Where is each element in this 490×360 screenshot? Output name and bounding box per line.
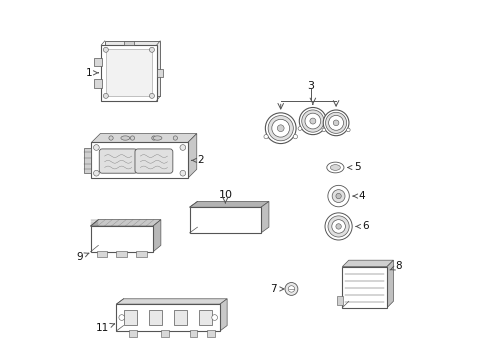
Bar (207, 330, 215, 337)
Text: 10: 10 (219, 190, 232, 200)
Text: 6: 6 (356, 221, 368, 231)
FancyBboxPatch shape (199, 310, 213, 325)
Circle shape (302, 110, 324, 132)
Circle shape (322, 128, 326, 132)
Polygon shape (153, 220, 161, 252)
Text: 8: 8 (390, 261, 402, 271)
Bar (91, 226, 153, 252)
FancyBboxPatch shape (174, 310, 188, 325)
Circle shape (130, 136, 135, 140)
Circle shape (298, 127, 302, 130)
Bar (117, 304, 220, 331)
Circle shape (328, 185, 349, 207)
Bar (105, 41, 160, 96)
Circle shape (285, 283, 298, 296)
Polygon shape (91, 220, 161, 226)
FancyBboxPatch shape (99, 149, 137, 173)
Polygon shape (220, 299, 227, 331)
Circle shape (329, 116, 343, 130)
Bar (117, 251, 127, 257)
Ellipse shape (121, 136, 130, 140)
Text: 5: 5 (348, 162, 361, 172)
Circle shape (266, 113, 296, 144)
Text: 4: 4 (353, 191, 366, 201)
Circle shape (325, 213, 352, 240)
Circle shape (268, 116, 294, 141)
Bar (101, 45, 157, 100)
Circle shape (346, 128, 350, 132)
Polygon shape (117, 299, 227, 304)
Ellipse shape (330, 165, 341, 170)
Circle shape (212, 315, 218, 320)
Circle shape (152, 136, 156, 140)
FancyBboxPatch shape (149, 310, 163, 325)
Bar (92, 143, 188, 178)
Circle shape (94, 170, 99, 176)
Circle shape (94, 145, 99, 150)
Circle shape (103, 47, 108, 52)
Circle shape (109, 136, 113, 140)
Circle shape (149, 93, 154, 98)
Polygon shape (92, 134, 197, 143)
Text: 7: 7 (270, 284, 284, 294)
Circle shape (305, 113, 321, 129)
Bar (190, 207, 261, 233)
Circle shape (293, 135, 297, 139)
Bar (157, 68, 163, 77)
Circle shape (103, 93, 108, 98)
FancyBboxPatch shape (135, 149, 173, 173)
Polygon shape (188, 134, 197, 178)
Circle shape (323, 110, 349, 136)
Bar (94, 79, 102, 88)
Polygon shape (343, 260, 393, 267)
Circle shape (332, 190, 345, 203)
Circle shape (119, 315, 124, 320)
Bar (129, 330, 137, 337)
Polygon shape (261, 202, 269, 233)
Circle shape (149, 47, 154, 52)
Bar (343, 267, 387, 308)
Circle shape (328, 216, 349, 237)
Text: 1: 1 (86, 68, 98, 78)
Ellipse shape (327, 162, 344, 173)
Circle shape (310, 118, 316, 124)
Circle shape (277, 125, 284, 132)
Polygon shape (387, 260, 393, 308)
Circle shape (264, 135, 268, 139)
Circle shape (299, 108, 326, 135)
Circle shape (332, 220, 345, 233)
Bar (97, 251, 107, 257)
Circle shape (336, 193, 341, 199)
Circle shape (173, 136, 177, 140)
FancyBboxPatch shape (124, 310, 138, 325)
Ellipse shape (153, 136, 162, 140)
Bar (83, 148, 92, 173)
Circle shape (333, 120, 339, 126)
Circle shape (336, 224, 342, 229)
Circle shape (288, 286, 294, 292)
Circle shape (325, 112, 346, 134)
Bar (161, 330, 169, 337)
Bar (123, 41, 134, 45)
Bar (94, 58, 102, 66)
Text: 11: 11 (96, 323, 115, 333)
Bar (136, 251, 147, 257)
Circle shape (180, 170, 186, 176)
Circle shape (272, 119, 290, 137)
Bar (105, 49, 152, 96)
Text: 2: 2 (192, 156, 204, 165)
Bar (190, 330, 197, 337)
Circle shape (324, 127, 328, 130)
Bar (337, 296, 343, 305)
Polygon shape (190, 202, 269, 207)
Text: 3: 3 (308, 81, 315, 91)
Circle shape (180, 145, 186, 150)
Text: 9: 9 (76, 252, 89, 262)
